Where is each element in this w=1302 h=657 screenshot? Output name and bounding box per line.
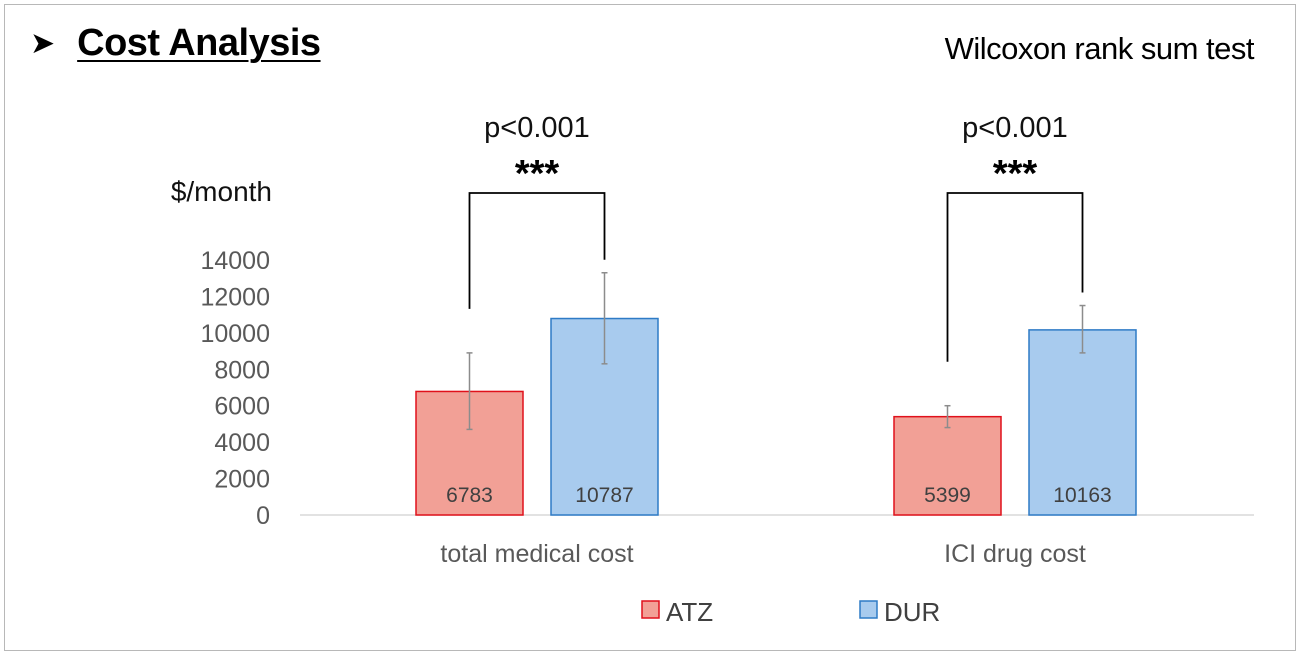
slide-heading: ➤ Cost Analysis [30, 22, 321, 65]
bar-atz [893, 415, 1002, 516]
y-tick-label: 12000 [200, 283, 270, 311]
x-tick-label: total medical cost [440, 540, 633, 568]
significance-bracket [946, 192, 1084, 362]
p-value-label: p<0.001 [484, 112, 590, 144]
statistical-test-label: Wilcoxon rank sum test [944, 31, 1255, 66]
data-label: 10787 [575, 484, 633, 507]
bar-dur [1028, 329, 1137, 516]
y-tick-label: 14000 [200, 247, 270, 275]
y-tick-label: 6000 [214, 393, 270, 421]
data-label: 10163 [1053, 484, 1111, 507]
data-label: 6783 [446, 484, 493, 507]
significance-stars: *** [993, 153, 1038, 195]
legend-swatch-atz [641, 600, 660, 619]
y-tick-label: 4000 [214, 429, 270, 457]
significance-stars: *** [515, 153, 560, 195]
arrow-bullet-icon: ➤ [30, 26, 56, 60]
p-value-label: p<0.001 [962, 112, 1068, 144]
significance-bracket [468, 192, 606, 309]
y-axis-label: $/month [171, 176, 272, 207]
y-tick-label: 8000 [214, 356, 270, 384]
legend-label-dur: DUR [884, 597, 940, 627]
data-label: 5399 [924, 484, 971, 507]
x-tick-label: ICI drug cost [944, 540, 1086, 568]
bar-dur [550, 317, 659, 516]
y-tick-label: 2000 [214, 466, 270, 494]
y-tick-label: 0 [256, 502, 270, 530]
y-tick-label: 10000 [200, 320, 270, 348]
page-title: Cost Analysis [77, 22, 321, 64]
slide-frame [4, 4, 1296, 651]
legend-label-atz: ATZ [666, 597, 713, 627]
legend-swatch-dur [859, 600, 878, 619]
